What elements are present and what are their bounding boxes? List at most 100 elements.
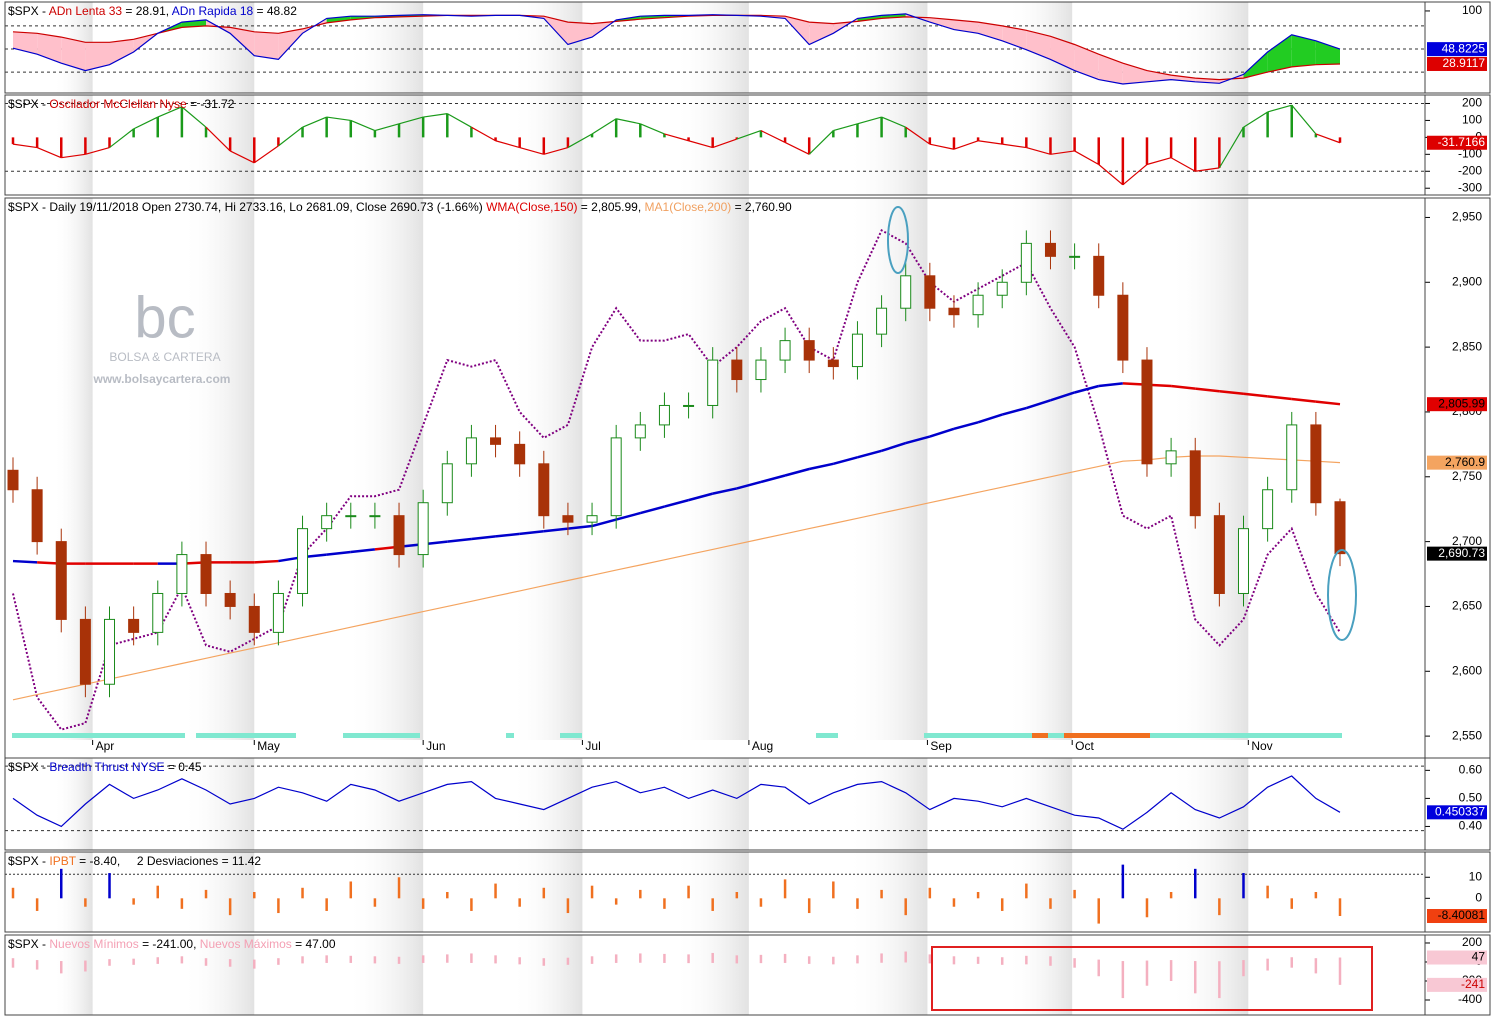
value-tag-label: 47	[1472, 950, 1486, 964]
month-band	[347, 852, 424, 932]
line-segment	[591, 118, 617, 135]
candle-body	[248, 605, 260, 633]
candle-body	[755, 359, 767, 381]
line-segment	[1146, 157, 1172, 166]
line-segment	[640, 123, 665, 135]
line-segment	[495, 140, 520, 149]
header-part: = 2,760.90	[731, 200, 792, 214]
header-part: = -31.72	[187, 97, 235, 111]
candle-body	[393, 515, 405, 556]
candle-body	[465, 437, 477, 465]
band-fill	[85, 42, 110, 71]
band-fill	[1243, 51, 1268, 79]
line-segment	[1074, 150, 1100, 166]
line-segment	[1026, 146, 1051, 155]
line-segment	[1098, 382, 1123, 388]
y-tick-label: -100	[1458, 146, 1482, 160]
candle-body	[924, 275, 936, 309]
highlight-ellipse	[1327, 549, 1357, 641]
x-tick-label: Oct	[1075, 739, 1094, 753]
line-segment	[36, 146, 62, 159]
line-segment	[374, 123, 400, 132]
candle-body	[610, 437, 622, 517]
x-tick-label: Nov	[1251, 739, 1272, 753]
month-band	[1169, 758, 1249, 850]
line-segment	[1243, 111, 1268, 128]
candle-body	[731, 359, 743, 381]
candle-body	[1165, 450, 1177, 465]
month-band	[847, 852, 928, 932]
candle-body	[490, 437, 502, 445]
line	[12, 229, 1341, 731]
candle-body	[297, 528, 309, 594]
header-part: Nuevos Máximos	[200, 937, 292, 951]
candle-body	[1286, 424, 1298, 491]
line-segment	[519, 146, 544, 155]
line-segment	[1098, 164, 1124, 186]
plot: Apr May Jun Jul Aug Sep Oct Nov $SPX - ADn Lenta…	[5, 3, 1487, 1006]
panel-header: $SPX - Nuevos Mínimos = -241.00, Nuevos …	[8, 937, 336, 951]
panel-header: $SPX - IPBT = -8.40, 2 Desviaciones = 11…	[8, 854, 261, 868]
line-segment	[953, 140, 979, 150]
candle-body	[1213, 515, 1225, 594]
month-band	[181, 198, 255, 740]
value-tag	[1427, 546, 1487, 561]
line-segment	[253, 145, 279, 164]
header-part: $SPX - Daily 19/11/2018 Open 2730.74, Hi…	[8, 200, 486, 214]
line	[12, 775, 1341, 830]
band-fill	[61, 37, 86, 71]
month-band	[1007, 198, 1073, 740]
y-tick-label: 0	[1475, 890, 1482, 904]
y-tick-label: 10	[1469, 869, 1483, 883]
y-tick-label: 200	[1462, 96, 1482, 110]
candle-body	[1189, 450, 1201, 517]
line-segment	[1291, 397, 1317, 403]
header-part: WMA(Close,150)	[486, 200, 577, 214]
band-fill	[857, 15, 882, 22]
line-segment	[929, 143, 955, 150]
header-part: IPBT	[49, 854, 76, 868]
band-fill	[978, 22, 1003, 41]
candle-body	[707, 359, 719, 406]
header-part: MA1(Close,200)	[645, 200, 732, 214]
month-band	[673, 198, 749, 740]
signal	[1064, 733, 1150, 738]
line-segment	[1267, 395, 1292, 401]
line-segment	[688, 140, 713, 149]
line-segment	[350, 548, 376, 554]
value-tag	[1427, 42, 1487, 57]
watermark-name: BOLSA & CARTERA	[109, 350, 220, 364]
value-tag-label: 2,760.9	[1445, 455, 1485, 469]
y-tick-label: 2,700	[1452, 534, 1482, 548]
y-tick-label: 2,650	[1452, 599, 1482, 613]
panel-frame	[4, 1, 1491, 94]
line	[12, 14, 1341, 81]
line-segment	[1002, 143, 1027, 149]
candle-body	[224, 592, 236, 607]
watermark-url: www.bolsaycartera.com	[93, 372, 231, 386]
value-tag	[1427, 977, 1487, 992]
panel-frame	[4, 934, 1491, 1016]
line-segment	[1074, 384, 1100, 394]
month-band	[181, 2, 255, 93]
month-band	[510, 95, 583, 195]
month-band	[53, 935, 93, 1015]
panel	[7, 229, 1346, 731]
y-tick-label: 2,750	[1452, 469, 1482, 483]
month-band	[1007, 852, 1073, 932]
candle-body	[779, 340, 791, 361]
candle-body	[683, 404, 695, 407]
line-segment	[1315, 133, 1341, 144]
candle-body	[31, 489, 43, 543]
candle-body	[1117, 294, 1129, 361]
line-segment	[712, 487, 738, 495]
line-segment	[302, 116, 327, 128]
month-band	[1169, 198, 1249, 740]
line-segment	[567, 133, 593, 149]
panel-header: $SPX - Breadth Thrust NYSE = 0.45	[8, 760, 202, 774]
line-segment	[1050, 150, 1075, 155]
y-tick-label: 100	[1462, 3, 1482, 17]
line-segment	[1170, 157, 1196, 172]
band-fill	[1315, 40, 1340, 65]
